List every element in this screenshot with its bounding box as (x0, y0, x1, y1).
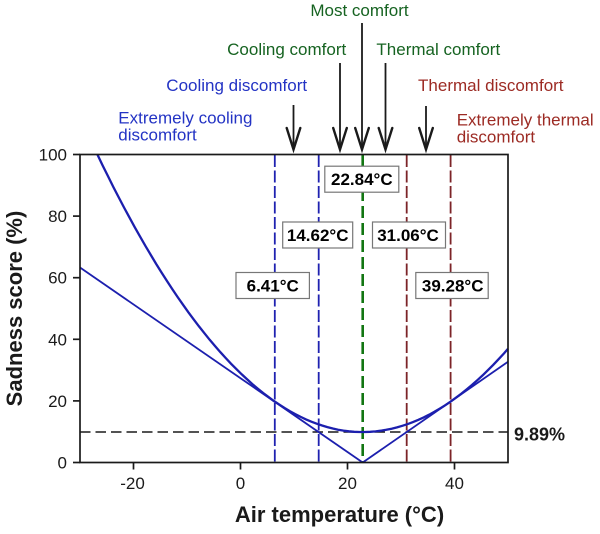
svg-text:22.84°C: 22.84°C (331, 170, 393, 189)
svg-text:Most comfort: Most comfort (310, 1, 409, 20)
svg-text:20: 20 (338, 474, 357, 493)
svg-text:40: 40 (48, 330, 67, 349)
svg-text:discomfort: discomfort (457, 128, 536, 147)
svg-text:Thermal discomfort: Thermal discomfort (418, 76, 564, 95)
svg-text:0: 0 (58, 454, 67, 473)
svg-text:Thermal comfort: Thermal comfort (376, 40, 500, 59)
svg-text:60: 60 (48, 269, 67, 288)
svg-text:-20: -20 (120, 474, 145, 493)
svg-text:39.28°C: 39.28°C (422, 277, 484, 296)
svg-text:6.41°C: 6.41°C (247, 277, 299, 296)
svg-text:discomfort: discomfort (118, 126, 197, 145)
svg-text:40: 40 (445, 474, 464, 493)
svg-text:100: 100 (39, 146, 67, 165)
svg-text:Extremely thermal: Extremely thermal (457, 111, 594, 130)
svg-text:Cooling discomfort: Cooling discomfort (166, 76, 307, 95)
svg-text:0: 0 (236, 474, 245, 493)
svg-text:Extremely cooling: Extremely cooling (118, 109, 252, 128)
svg-text:31.06°C: 31.06°C (377, 226, 439, 245)
svg-text:Cooling comfort: Cooling comfort (227, 40, 346, 59)
svg-text:9.89%: 9.89% (514, 425, 565, 445)
svg-text:80: 80 (48, 207, 67, 226)
svg-text:Air temperature (°C): Air temperature (°C) (235, 502, 444, 527)
svg-text:14.62°C: 14.62°C (287, 226, 349, 245)
svg-text:20: 20 (48, 392, 67, 411)
svg-text:Sadness score (%): Sadness score (%) (2, 211, 27, 407)
